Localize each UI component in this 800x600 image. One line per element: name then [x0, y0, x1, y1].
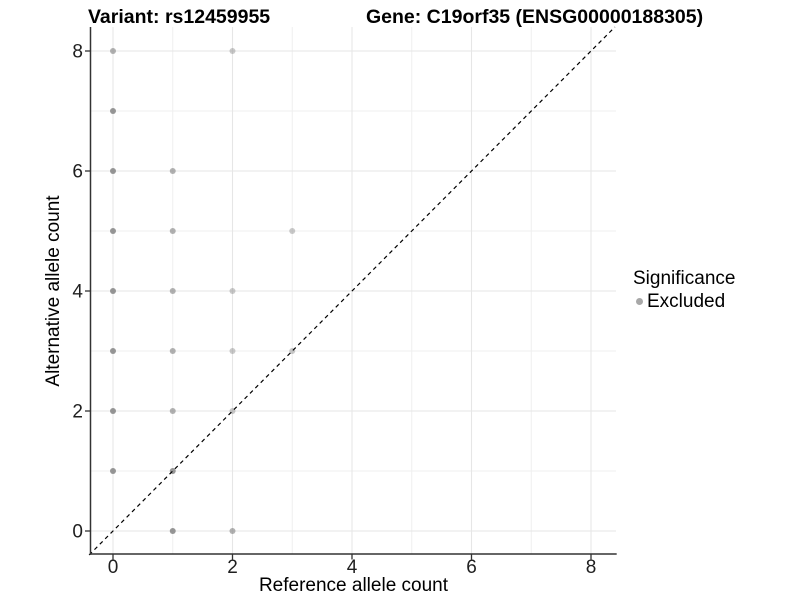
y-axis-title: Alternative allele count: [43, 195, 64, 387]
data-point: [110, 48, 116, 54]
x-tick-label: 0: [108, 557, 119, 578]
plot-title-variant: Variant: rs12459955: [88, 6, 271, 28]
y-tick-label: 4: [72, 282, 83, 303]
data-point: [110, 228, 116, 234]
legend-title: Significance: [633, 268, 736, 289]
grid-major: [90, 27, 616, 554]
y-tick-labels: 0 2 4 6 8: [72, 42, 83, 543]
data-point: [110, 348, 116, 354]
axis-ticks: [85, 50, 592, 560]
x-axis-title: Reference allele count: [258, 575, 449, 596]
x-tick-label: 6: [466, 557, 477, 578]
legend-key-dot: [636, 298, 643, 305]
data-point: [110, 108, 116, 114]
data-point: [229, 348, 236, 354]
y-tick-label: 2: [72, 402, 83, 423]
data-point: [169, 408, 176, 414]
identity-line: [88, 26, 616, 556]
x-tick-label: 8: [586, 557, 597, 578]
y-tick-label: 6: [72, 162, 83, 183]
x-tick-labels: 0 2 4 6 8: [108, 557, 597, 578]
y-tick-label: 0: [72, 522, 83, 543]
data-point: [169, 228, 176, 234]
legend: Significance Excluded: [633, 268, 735, 312]
data-point: [229, 288, 236, 294]
data-point: [169, 288, 176, 294]
data-point: [169, 348, 176, 354]
legend-entry-label: Excluded: [647, 291, 726, 312]
data-points: [110, 48, 296, 534]
plot-title-gene: Gene: C19orf35 (ENSG00000188305): [366, 6, 704, 28]
data-point: [110, 408, 116, 414]
data-point: [169, 168, 176, 174]
data-point: [229, 48, 236, 54]
data-point: [110, 168, 116, 174]
data-point: [229, 528, 236, 534]
data-point: [289, 228, 296, 234]
legend-entry: Excluded: [633, 291, 735, 312]
x-tick-label: 4: [347, 557, 358, 578]
x-tick-label: 2: [227, 557, 238, 578]
legend-entries: Excluded: [633, 291, 735, 312]
data-point: [169, 528, 176, 534]
data-point: [110, 288, 116, 294]
y-tick-label: 8: [72, 42, 83, 63]
data-point: [110, 468, 116, 474]
